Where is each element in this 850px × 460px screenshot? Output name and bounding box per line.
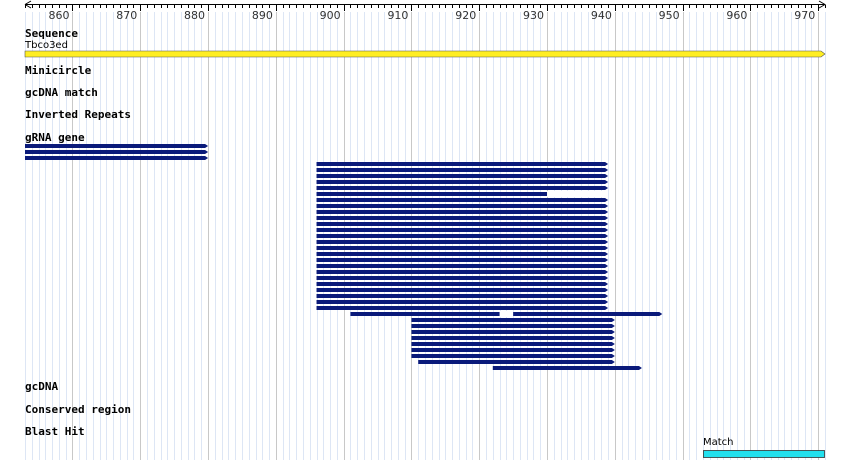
grna-feature — [316, 240, 609, 244]
ruler-tick-label: 910 — [387, 9, 408, 22]
grna-feature — [316, 270, 609, 274]
minicircle-track-label: Minicircle — [25, 64, 92, 77]
grna-feature — [316, 174, 609, 178]
grna-feature-gap — [547, 191, 609, 197]
grna-feature — [316, 258, 609, 262]
grna-feature — [411, 324, 615, 328]
grna-feature — [316, 168, 609, 172]
grna-feature — [316, 192, 609, 196]
gcdna-track-label: gcDNA — [25, 380, 59, 393]
grna-feature — [25, 150, 209, 154]
blast-match-label: Match — [703, 437, 734, 448]
ruler-tick-label: 880 — [184, 9, 205, 22]
ruler-tick-label: 860 — [48, 9, 69, 22]
grna-feature — [316, 294, 609, 298]
sequence-track-label: Sequence — [25, 27, 78, 40]
grna-feature — [316, 216, 609, 220]
ruler-tick-label: 870 — [116, 9, 137, 22]
grna-feature — [316, 246, 609, 250]
grna-feature — [411, 348, 615, 352]
grna-gene-track-label: gRNA gene — [25, 131, 85, 144]
ruler-tick-label: 940 — [591, 9, 612, 22]
blast-match-bar — [703, 450, 825, 458]
grna-feature — [316, 222, 609, 226]
ruler-right-arrow — [818, 0, 826, 9]
grna-feature — [411, 342, 615, 346]
grna-feature — [316, 252, 609, 256]
grna-feature — [25, 144, 209, 148]
grna-feature-gap — [499, 311, 514, 317]
grna-feature — [411, 336, 615, 340]
ruler-tick-label: 970 — [794, 9, 815, 22]
blast-hit-track-label: Blast Hit — [25, 425, 85, 438]
grna-feature — [411, 330, 615, 334]
sequence-name: Tbco3ed — [25, 40, 68, 51]
grna-feature — [316, 204, 609, 208]
grna-feature — [492, 366, 642, 370]
grna-feature — [316, 288, 609, 292]
grna-feature — [316, 228, 609, 232]
ruler-tick-label: 920 — [455, 9, 476, 22]
grna-feature — [25, 156, 209, 160]
grna-feature — [316, 198, 609, 202]
grna-feature — [316, 300, 609, 304]
sequence-bar — [24, 50, 826, 58]
grna-feature — [316, 264, 609, 268]
gcdna-match-track-label: gcDNA match — [25, 86, 98, 99]
grna-feature — [316, 282, 609, 286]
grna-feature — [316, 180, 609, 184]
grna-feature — [411, 354, 615, 358]
ruler-tick-label: 950 — [659, 9, 680, 22]
grna-feature — [316, 186, 609, 190]
ruler-tick-label: 900 — [320, 9, 341, 22]
grna-feature — [316, 234, 609, 238]
ruler-tick-label: 890 — [252, 9, 273, 22]
ruler-tick-label: 960 — [726, 9, 747, 22]
inverted-repeats-track-label: Inverted Repeats — [25, 108, 131, 121]
ruler-tick-label: 930 — [523, 9, 544, 22]
grna-feature — [316, 306, 609, 310]
grna-feature — [316, 210, 609, 214]
grna-feature — [316, 162, 609, 166]
grna-feature — [411, 318, 615, 322]
grna-feature — [418, 360, 615, 364]
grna-feature — [316, 276, 609, 280]
conserved-region-track-label: Conserved region — [25, 403, 131, 416]
